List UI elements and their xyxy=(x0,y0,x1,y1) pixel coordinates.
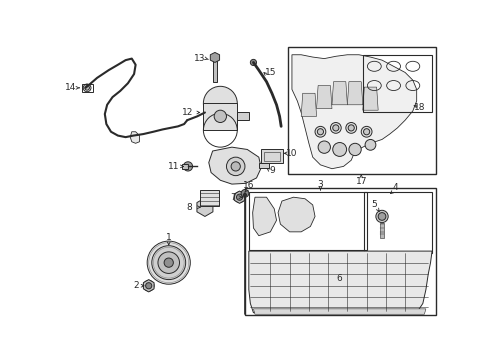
Polygon shape xyxy=(210,53,220,62)
Polygon shape xyxy=(278,197,315,232)
Circle shape xyxy=(250,59,257,66)
Circle shape xyxy=(333,125,339,131)
Bar xyxy=(245,188,436,315)
Circle shape xyxy=(330,122,341,133)
Bar xyxy=(288,47,436,174)
Text: 11: 11 xyxy=(169,162,180,171)
Circle shape xyxy=(241,189,249,197)
Circle shape xyxy=(183,162,193,171)
Circle shape xyxy=(348,125,354,131)
Text: 1: 1 xyxy=(166,233,171,242)
Polygon shape xyxy=(249,251,432,313)
Circle shape xyxy=(346,122,357,133)
Polygon shape xyxy=(234,191,245,203)
Polygon shape xyxy=(347,82,363,105)
Bar xyxy=(261,149,283,163)
Polygon shape xyxy=(292,55,416,169)
Bar xyxy=(363,55,432,112)
Bar xyxy=(264,152,280,161)
Polygon shape xyxy=(259,163,269,168)
Text: 15: 15 xyxy=(265,68,276,77)
Circle shape xyxy=(318,141,330,153)
Bar xyxy=(203,103,237,130)
Polygon shape xyxy=(130,132,140,143)
Text: 12: 12 xyxy=(182,108,194,117)
Circle shape xyxy=(164,258,173,267)
Circle shape xyxy=(214,110,226,122)
Bar xyxy=(82,84,93,92)
Polygon shape xyxy=(253,197,276,236)
Circle shape xyxy=(349,143,361,156)
Circle shape xyxy=(158,252,179,274)
Circle shape xyxy=(333,143,346,156)
Bar xyxy=(380,222,384,238)
Text: 5: 5 xyxy=(371,201,377,210)
Circle shape xyxy=(226,157,245,176)
Circle shape xyxy=(365,139,376,150)
Polygon shape xyxy=(197,198,213,216)
Text: 16: 16 xyxy=(243,181,255,190)
Circle shape xyxy=(147,241,190,284)
Circle shape xyxy=(144,280,154,291)
Circle shape xyxy=(378,213,386,220)
Polygon shape xyxy=(209,147,261,184)
Bar xyxy=(200,189,219,206)
Circle shape xyxy=(152,246,186,280)
Circle shape xyxy=(85,86,89,90)
Text: 7: 7 xyxy=(230,193,236,202)
Bar xyxy=(237,112,249,120)
Bar xyxy=(213,59,217,82)
Polygon shape xyxy=(253,309,426,314)
Text: 3: 3 xyxy=(318,180,323,189)
Circle shape xyxy=(231,162,240,171)
Polygon shape xyxy=(301,93,317,116)
Polygon shape xyxy=(144,280,154,292)
Circle shape xyxy=(146,283,152,289)
Circle shape xyxy=(203,86,237,120)
Circle shape xyxy=(244,193,246,197)
Text: 10: 10 xyxy=(286,149,298,158)
Text: 13: 13 xyxy=(194,54,205,63)
Circle shape xyxy=(315,126,326,137)
Circle shape xyxy=(364,129,369,135)
Text: 17: 17 xyxy=(355,176,367,185)
Bar xyxy=(249,192,367,249)
Polygon shape xyxy=(363,87,378,110)
Text: 14: 14 xyxy=(65,84,76,93)
Text: 2: 2 xyxy=(134,281,139,290)
Bar xyxy=(365,192,432,253)
Polygon shape xyxy=(332,82,347,105)
Text: 9: 9 xyxy=(269,166,275,175)
Bar xyxy=(182,164,188,169)
Polygon shape xyxy=(317,86,332,109)
Circle shape xyxy=(234,192,245,203)
Circle shape xyxy=(361,126,372,137)
Text: 8: 8 xyxy=(187,203,193,212)
Text: 4: 4 xyxy=(392,184,398,193)
Text: 18: 18 xyxy=(414,103,425,112)
Circle shape xyxy=(376,210,388,222)
Text: 6: 6 xyxy=(337,274,343,283)
Circle shape xyxy=(237,194,243,200)
Circle shape xyxy=(318,129,323,135)
